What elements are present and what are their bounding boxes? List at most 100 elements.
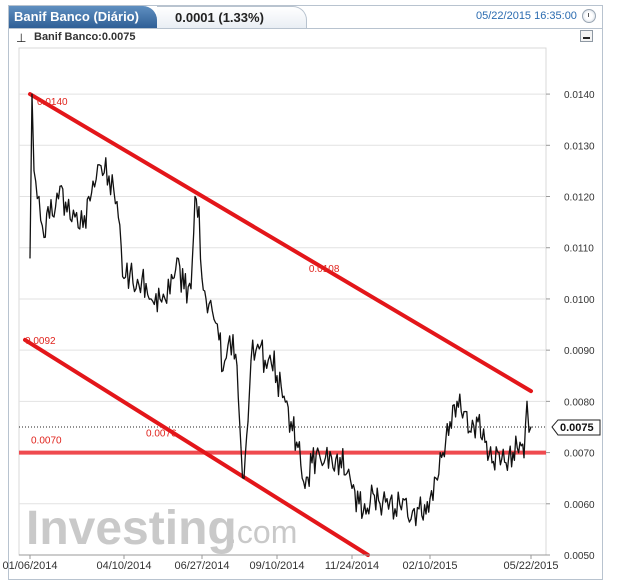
- price-change-tab: 0.0001 (1.33%): [157, 6, 307, 28]
- upper-trendline: [28, 92, 533, 394]
- x-tick-label: 06/27/2014: [174, 560, 229, 572]
- price-point: [463, 411, 465, 413]
- plot-area: [18, 47, 547, 556]
- price-point: [260, 344, 262, 346]
- support-label: 0.0070: [31, 436, 62, 447]
- x-tick-label: 02/10/2015: [402, 560, 457, 572]
- x-tick-label: 09/10/2014: [249, 560, 304, 572]
- price-point: [332, 467, 334, 469]
- price-point: [190, 288, 192, 290]
- price-point: [100, 165, 102, 167]
- price-point: [164, 298, 166, 300]
- price-point: [213, 318, 215, 321]
- price-point: [304, 487, 306, 490]
- price-point: [222, 370, 224, 372]
- price-point: [129, 272, 131, 274]
- trendlines-layer: 0.0140 0.0108 0.0092: [23, 92, 533, 557]
- price-point: [523, 457, 525, 459]
- price-point: [290, 421, 292, 423]
- price-point: [339, 457, 341, 459]
- price-point: [379, 503, 381, 505]
- support-layer: 0.0070 0.0076: [19, 426, 546, 455]
- price-point: [123, 277, 125, 280]
- y-tick-label: 0.0120: [564, 193, 595, 204]
- price-point: [53, 216, 55, 218]
- price-point: [155, 293, 157, 295]
- price-point: [269, 354, 271, 356]
- price-point: [208, 303, 210, 305]
- price-point: [372, 492, 374, 495]
- timestamp: 05/22/2015 16:35:00: [476, 10, 577, 22]
- price-point: [227, 344, 229, 346]
- y-tick-label: 0.0110: [564, 244, 594, 255]
- price-point: [159, 298, 161, 300]
- price-point: [410, 518, 412, 520]
- x-tick-label: 04/10/2014: [96, 560, 151, 572]
- price-point: [141, 277, 143, 280]
- price-point: [43, 236, 45, 239]
- price-point: [250, 359, 252, 361]
- clock-icon[interactable]: [582, 9, 596, 23]
- price-series-layer: [29, 93, 532, 527]
- y-tick-label: 0.0080: [564, 397, 595, 408]
- x-axis: 01/06/2014 04/10/2014 06/27/2014 09/10/2014…: [2, 554, 559, 572]
- last-price-label: 0.0075: [560, 422, 594, 434]
- price-point: [530, 426, 532, 428]
- y-tick-label: 0.0070: [564, 449, 595, 460]
- price-point: [311, 462, 313, 464]
- price-point: [92, 180, 94, 182]
- y-axis: 0.0140 0.0130 0.0120 0.0110 0.0100 0.0090 0.00…: [546, 90, 595, 562]
- price-point: [297, 446, 299, 449]
- price-point: [505, 462, 507, 464]
- chart-title-tab[interactable]: Banif Banco (Diário): [9, 6, 157, 28]
- watermark-suffix: .com: [228, 514, 297, 550]
- y-tick-label: 0.0100: [564, 295, 595, 306]
- lower-trendline: [23, 337, 370, 557]
- price-point: [326, 446, 328, 449]
- minimize-button[interactable]: [580, 30, 593, 42]
- price-point: [198, 206, 200, 208]
- price-point: [276, 375, 278, 377]
- price-point: [38, 195, 40, 198]
- price-point: [150, 298, 152, 300]
- price-point: [365, 513, 367, 515]
- price-point: [456, 400, 458, 402]
- price-point: [484, 441, 486, 443]
- price-point: [264, 359, 266, 361]
- price-point: [528, 431, 530, 433]
- x-tick-label: 05/22/2015: [503, 560, 558, 572]
- y-tick-label: 0.0060: [564, 500, 595, 511]
- price-point: [169, 293, 171, 295]
- price-series-line: [29, 93, 532, 527]
- price-point: [512, 451, 514, 454]
- price-point: [346, 472, 348, 474]
- last-price-badge: [551, 419, 601, 436]
- price-point: [435, 477, 437, 479]
- price-point: [243, 477, 245, 479]
- ohlc-bar-icon: ⊥: [16, 31, 27, 45]
- price-point: [29, 257, 31, 259]
- price-point: [82, 226, 84, 228]
- price-point: [402, 498, 404, 500]
- price-point: [526, 400, 528, 402]
- y-tick-label: 0.0090: [564, 346, 595, 357]
- lower-trendline-label: 0.0092: [25, 336, 56, 347]
- price-point: [283, 395, 285, 397]
- price-point: [323, 462, 325, 464]
- price-point: [449, 421, 451, 423]
- price-point: [351, 487, 353, 490]
- price-point: [232, 334, 234, 336]
- price-point: [429, 498, 431, 500]
- price-point: [418, 508, 420, 510]
- price-point: [108, 175, 110, 177]
- price-point: [236, 364, 238, 367]
- y-tick-label: 0.0140: [564, 90, 595, 101]
- upper-trendline-start-label: 0.0140: [37, 97, 68, 108]
- y-tick-label: 0.0050: [564, 551, 595, 562]
- price-point: [201, 277, 203, 280]
- price-point: [491, 462, 493, 464]
- x-tick-label: 01/06/2014: [2, 560, 57, 572]
- price-point: [66, 211, 68, 213]
- last-price-marker: 0.0075: [551, 419, 601, 436]
- upper-trendline-mid-label: 0.0108: [309, 264, 340, 275]
